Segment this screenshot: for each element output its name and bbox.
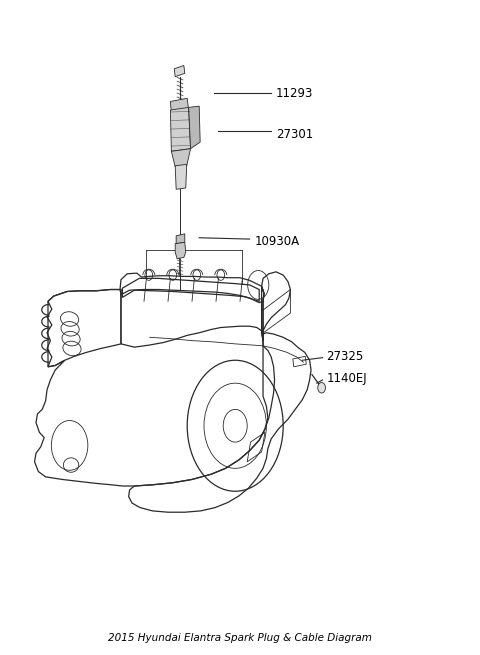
Polygon shape: [175, 242, 186, 259]
Text: 27325: 27325: [326, 350, 364, 363]
Circle shape: [318, 383, 325, 393]
Text: 27301: 27301: [276, 128, 313, 141]
Polygon shape: [170, 107, 191, 151]
Polygon shape: [174, 66, 185, 77]
Text: 10930A: 10930A: [254, 234, 300, 248]
Text: 2015 Hyundai Elantra Spark Plug & Cable Diagram: 2015 Hyundai Elantra Spark Plug & Cable …: [108, 633, 372, 643]
Text: 1140EJ: 1140EJ: [326, 372, 367, 385]
Polygon shape: [189, 106, 200, 149]
Text: 11293: 11293: [276, 86, 313, 100]
Polygon shape: [175, 164, 187, 189]
Polygon shape: [171, 149, 191, 167]
Polygon shape: [170, 98, 189, 113]
Polygon shape: [176, 234, 185, 244]
